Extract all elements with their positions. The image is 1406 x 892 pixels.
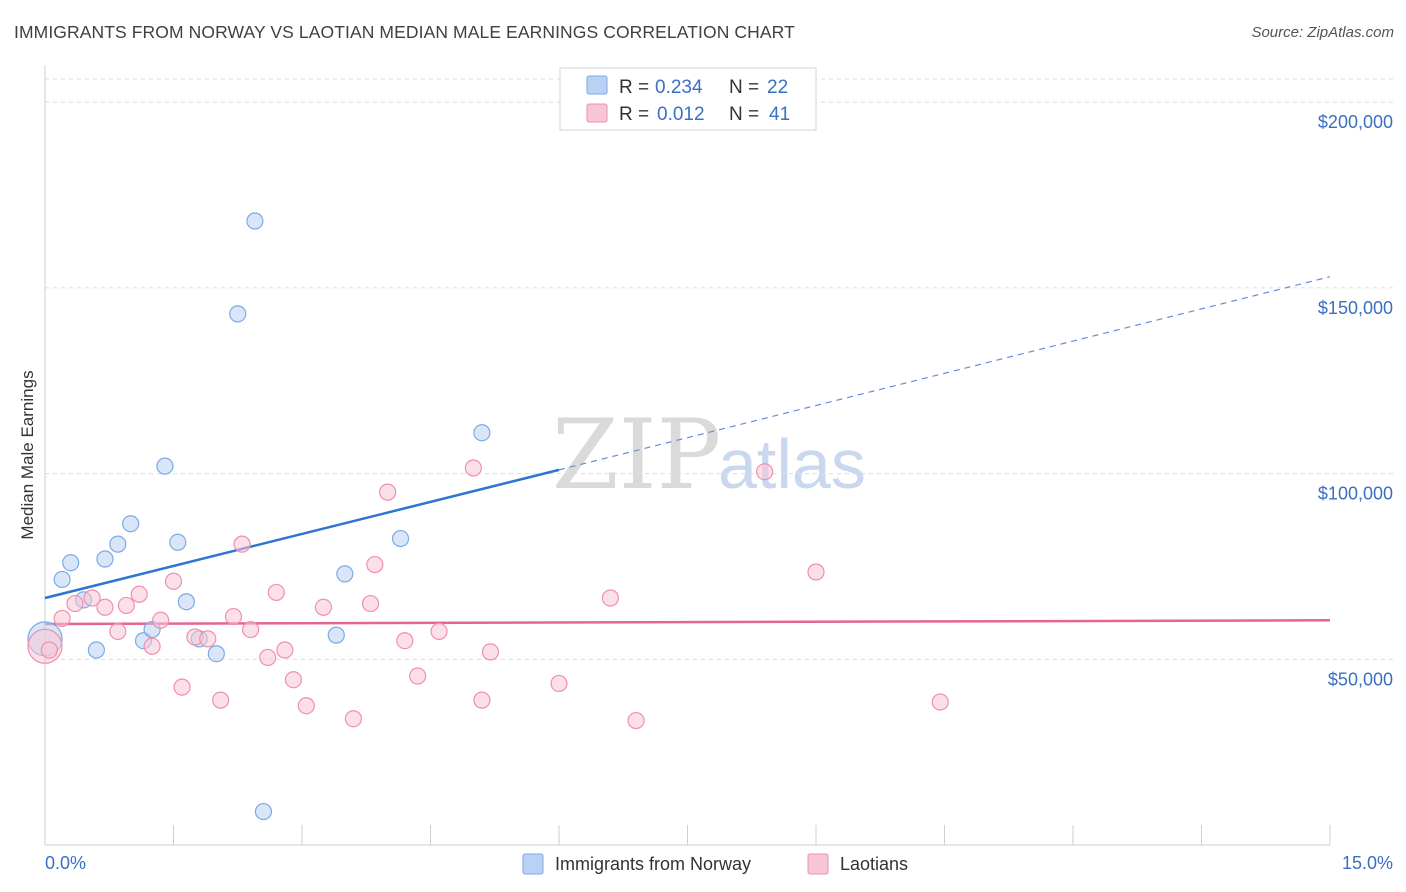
data-point-laotians xyxy=(284,671,303,689)
data-point-laotians xyxy=(396,632,414,650)
watermark-atlas: atlas xyxy=(718,425,866,503)
data-point-laotians xyxy=(152,611,170,629)
correlation-legend: R = 0.234 N = 22 R = 0.012 N = 41 xyxy=(559,67,817,131)
data-point-laotians xyxy=(807,563,825,581)
data-point-laotians xyxy=(314,598,333,616)
axes xyxy=(44,65,1331,846)
bottom-legend-label-norway: Immigrants from Norway xyxy=(555,854,751,874)
trend-line-laotians xyxy=(44,619,1331,626)
data-point-laotians xyxy=(473,691,491,709)
data-point-norway xyxy=(109,535,127,553)
data-point-laotians xyxy=(481,643,500,661)
data-point-laotians xyxy=(164,572,183,590)
bottom-legend-label-laotians: Laotians xyxy=(840,854,908,874)
data-point-norway xyxy=(177,593,195,611)
data-point-laotians xyxy=(199,630,217,648)
legend-r-value-2: 0.012 xyxy=(657,104,705,125)
data-point-laotians xyxy=(379,483,397,501)
legend-n-label-1: N = xyxy=(729,77,759,98)
data-point-laotians xyxy=(601,589,620,607)
data-point-laotians xyxy=(53,609,71,628)
data-point-laotians xyxy=(130,585,148,603)
data-point-norway xyxy=(122,515,140,533)
data-point-norway xyxy=(53,570,71,589)
data-point-norway xyxy=(254,802,273,821)
data-point-laotians xyxy=(143,637,161,655)
y-tick-label: $100,000 xyxy=(1318,484,1393,504)
watermark: ZIP atlas xyxy=(552,399,866,511)
legend-swatch-laotians xyxy=(586,103,608,123)
data-point-laotians xyxy=(430,622,448,641)
data-point-laotians xyxy=(66,594,84,613)
data-point-norway xyxy=(62,554,80,572)
data-point-laotians xyxy=(173,678,191,696)
x-tick-label: 0.0% xyxy=(45,853,86,873)
data-point-laotians xyxy=(297,697,315,715)
data-point-laotians xyxy=(109,622,127,641)
chart-title: IMMIGRANTS FROM NORWAY VS LAOTIAN MEDIAN… xyxy=(14,22,795,42)
trend-line-norway xyxy=(44,468,560,600)
y-tick-labels: $50,000 $100,000 $150,000 $200,000 xyxy=(1318,112,1393,689)
data-point-laotians xyxy=(344,710,362,728)
data-point-laotians xyxy=(224,607,243,626)
data-point-laotians xyxy=(40,641,58,659)
watermark-zip: ZIP xyxy=(552,399,721,511)
trend-lines xyxy=(44,276,1331,626)
data-point-laotians xyxy=(931,693,949,711)
data-point-laotians xyxy=(755,463,774,481)
series-laotians xyxy=(27,459,949,730)
legend-n-label-2: N = xyxy=(729,104,759,125)
data-point-laotians xyxy=(276,641,294,659)
data-point-norway xyxy=(391,529,410,548)
y-axis-label: Median Male Earnings xyxy=(18,370,37,539)
data-point-norway xyxy=(246,212,264,230)
data-point-laotians xyxy=(267,583,285,602)
series-legend: Immigrants from Norway Laotians xyxy=(522,853,908,875)
chart-source: Source: ZipAtlas.com xyxy=(1251,24,1394,41)
data-point-laotians xyxy=(627,711,645,730)
data-point-norway xyxy=(207,645,225,663)
legend-r-label-1: R = xyxy=(619,77,649,98)
series-immigrants-from-norway xyxy=(27,212,491,821)
data-point-laotians xyxy=(83,589,101,607)
legend-r-label-2: R = xyxy=(619,104,649,125)
data-point-norway xyxy=(473,424,491,442)
data-point-laotians xyxy=(233,535,251,553)
data-point-norway xyxy=(336,565,354,583)
data-point-laotians xyxy=(550,674,568,693)
bottom-legend-swatch-laotians xyxy=(807,853,829,875)
y-tick-label: $200,000 xyxy=(1318,112,1393,132)
data-point-norway xyxy=(327,626,345,644)
data-point-laotians xyxy=(242,620,260,639)
data-point-laotians xyxy=(366,555,384,574)
data-point-laotians xyxy=(117,596,135,615)
trend-line-norway-extrapolated xyxy=(558,276,1331,471)
y-tick-label: $150,000 xyxy=(1318,298,1393,318)
data-point-laotians xyxy=(96,598,114,616)
legend-swatch-norway xyxy=(586,75,608,95)
data-point-laotians xyxy=(361,594,380,613)
legend-n-value-2: 41 xyxy=(769,104,790,125)
y-tick-label: $50,000 xyxy=(1328,669,1393,689)
bottom-legend-swatch-norway xyxy=(522,853,544,875)
data-point-norway xyxy=(156,457,174,475)
x-tick-label: 15.0% xyxy=(1342,853,1393,873)
gridlines xyxy=(45,78,1395,660)
legend-r-value-1: 0.234 xyxy=(655,77,703,98)
data-point-norway xyxy=(229,305,247,323)
legend-n-value-1: 22 xyxy=(767,77,788,98)
data-point-laotians xyxy=(464,459,482,477)
data-point-norway xyxy=(87,641,106,659)
data-point-laotians xyxy=(259,648,277,667)
data-point-norway xyxy=(96,550,114,568)
data-point-laotians xyxy=(212,691,230,709)
data-point-norway xyxy=(169,533,187,551)
x-tick-labels: 0.0% 15.0% xyxy=(45,853,1393,873)
data-point-laotians xyxy=(409,667,427,685)
